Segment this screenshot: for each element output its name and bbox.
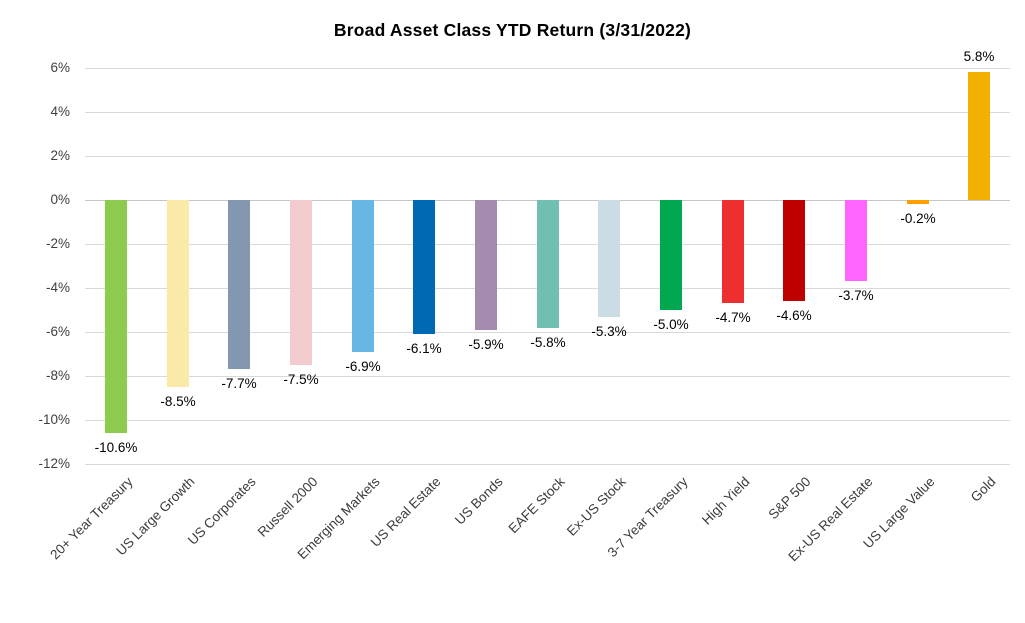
y-axis-tick-label: 4% bbox=[50, 104, 70, 119]
y-axis-tick-label: -8% bbox=[45, 368, 70, 383]
y-axis-tick-label: -2% bbox=[45, 236, 70, 251]
y-axis-tick-label: -10% bbox=[38, 412, 70, 427]
value-label: -5.0% bbox=[653, 317, 689, 332]
y-gridline bbox=[85, 376, 1010, 377]
bar-eafe-stock bbox=[537, 200, 559, 328]
value-label: -3.7% bbox=[838, 288, 874, 303]
value-label: 5.8% bbox=[963, 49, 995, 64]
y-axis-tick-label: -12% bbox=[38, 456, 70, 471]
bar-s-p-500 bbox=[783, 200, 805, 301]
y-gridline bbox=[85, 420, 1010, 421]
y-gridline bbox=[85, 332, 1010, 333]
bar-us-bonds bbox=[475, 200, 497, 330]
bar-us-large-value bbox=[907, 200, 929, 204]
value-label: -4.7% bbox=[715, 310, 751, 325]
bar-us-real-estate bbox=[413, 200, 435, 334]
bar-us-corporates bbox=[228, 200, 250, 369]
bar-emerging-markets bbox=[352, 200, 374, 352]
value-label: -0.2% bbox=[900, 211, 936, 226]
value-label: -5.9% bbox=[468, 337, 504, 352]
y-gridline bbox=[85, 68, 1010, 69]
y-axis-tick-label: -6% bbox=[45, 324, 70, 339]
bar-gold bbox=[968, 72, 990, 200]
value-label: -4.6% bbox=[776, 308, 812, 323]
bar-ex-us-real-estate bbox=[845, 200, 867, 281]
y-axis-tick-label: 0% bbox=[50, 192, 70, 207]
value-label: -7.7% bbox=[221, 376, 257, 391]
bar-20-year-treasury bbox=[105, 200, 127, 433]
value-label: -8.5% bbox=[160, 394, 196, 409]
y-axis-tick-label: 6% bbox=[50, 60, 70, 75]
value-label: -5.3% bbox=[591, 324, 627, 339]
chart-title: Broad Asset Class YTD Return (3/31/2022) bbox=[333, 20, 692, 40]
value-label: -6.9% bbox=[345, 359, 381, 374]
y-axis-tick-label: -4% bbox=[45, 280, 70, 295]
value-label: -5.8% bbox=[530, 335, 566, 350]
bar-high-yield bbox=[722, 200, 744, 303]
value-label: -6.1% bbox=[406, 341, 442, 356]
value-label: -7.5% bbox=[283, 372, 319, 387]
y-gridline bbox=[85, 112, 1010, 113]
y-gridline bbox=[85, 156, 1010, 157]
bar-russell-2000 bbox=[290, 200, 312, 365]
y-gridline bbox=[85, 464, 1010, 465]
bar-3-7-year-treasury bbox=[660, 200, 682, 310]
bar-ex-us-stock bbox=[598, 200, 620, 317]
y-axis-tick-label: 2% bbox=[50, 148, 70, 163]
x-axis-category-label: US Large Growth bbox=[113, 474, 198, 559]
bar-us-large-growth bbox=[167, 200, 189, 387]
value-label: -10.6% bbox=[94, 440, 138, 455]
